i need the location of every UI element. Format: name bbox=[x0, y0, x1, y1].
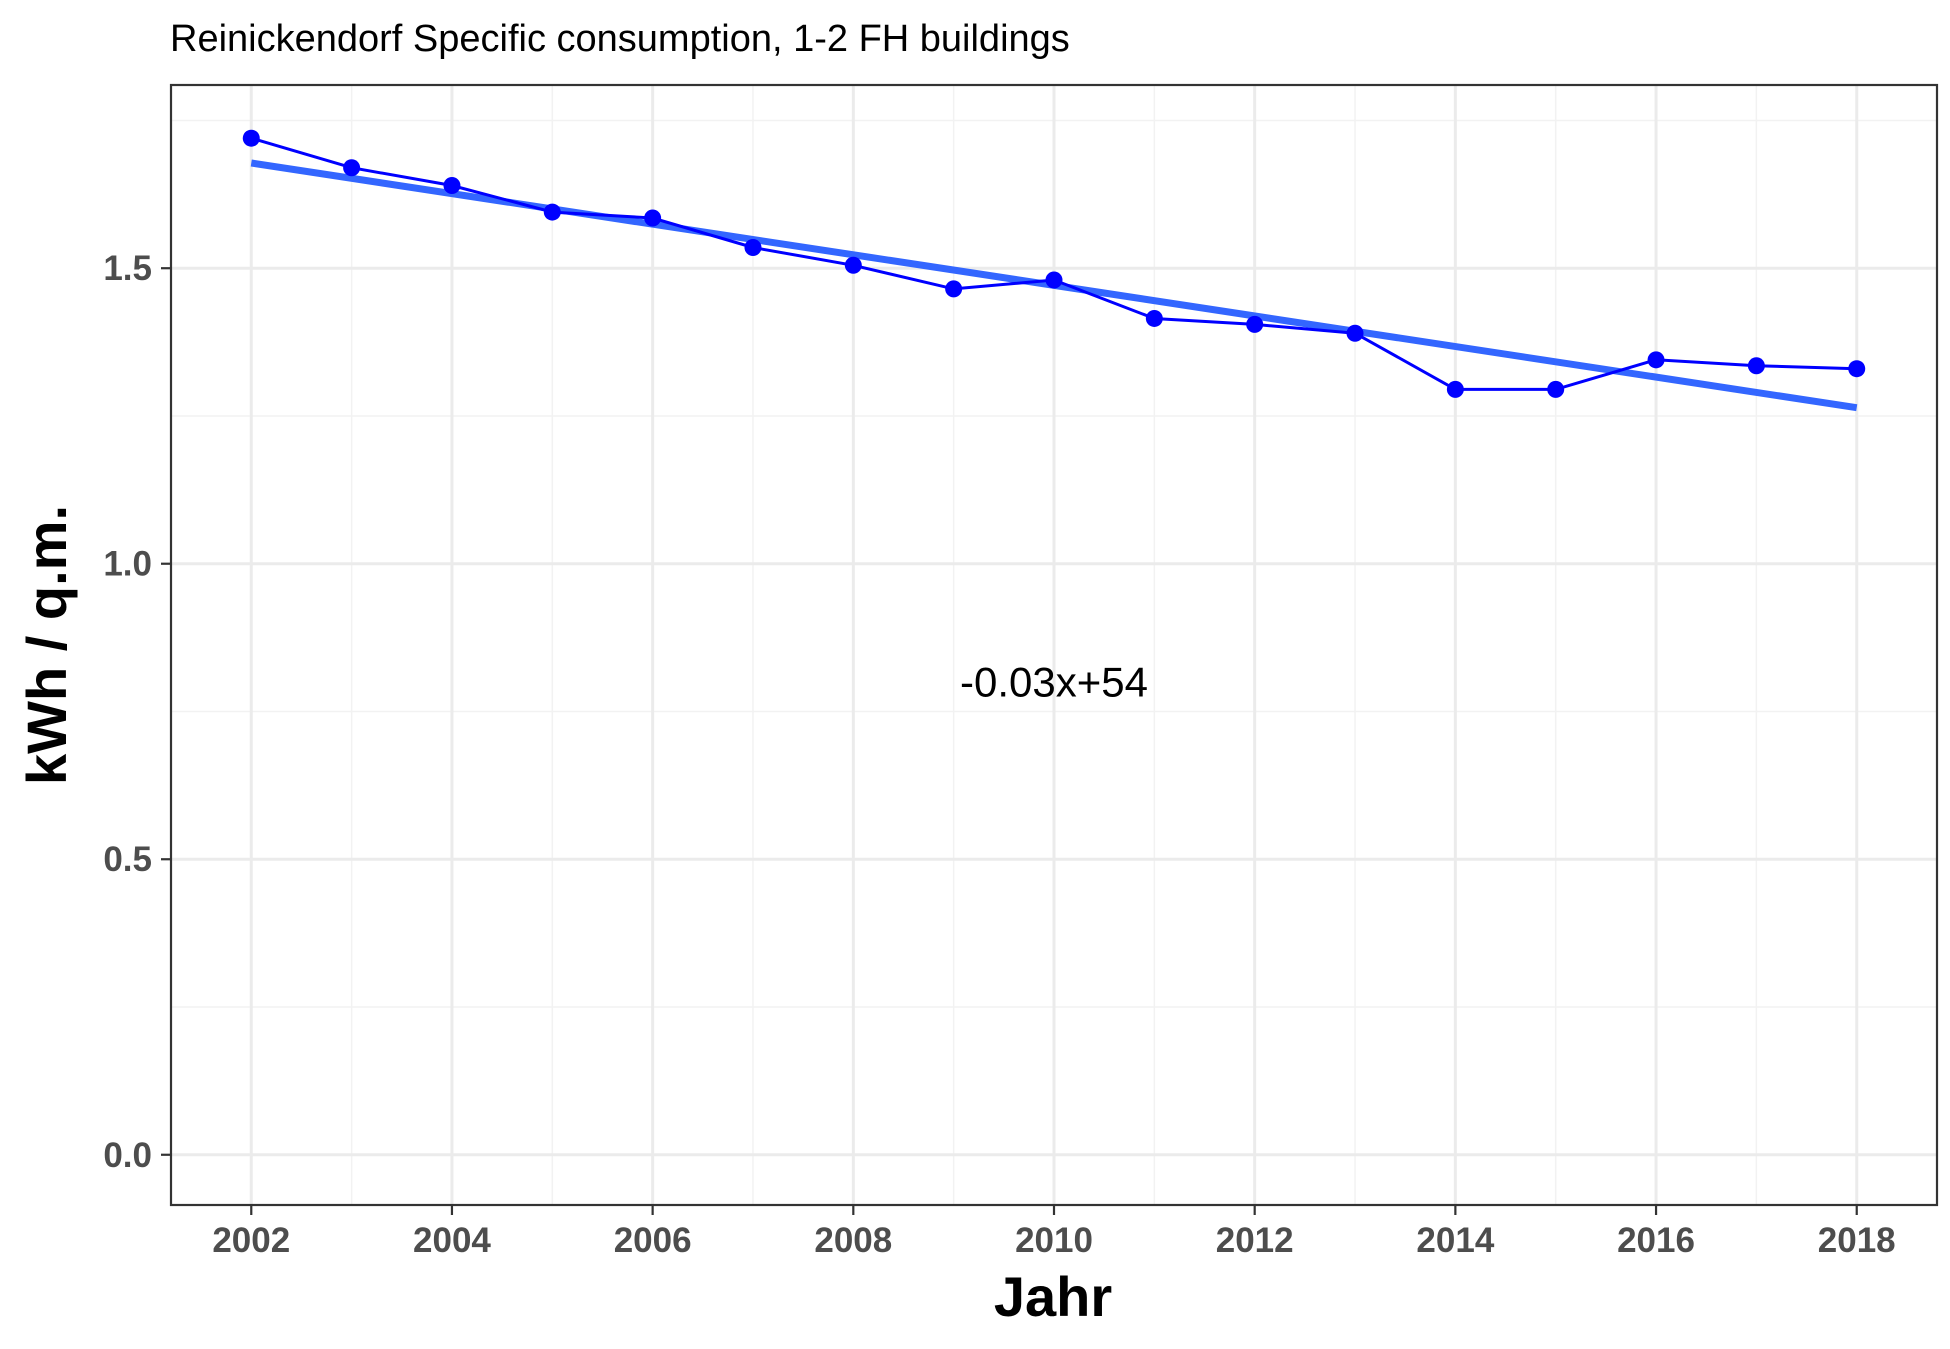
data-point bbox=[1346, 324, 1364, 342]
y-tick-label: 0.5 bbox=[103, 840, 152, 879]
data-point bbox=[1145, 309, 1163, 327]
y-tick-label: 0.0 bbox=[103, 1136, 152, 1175]
x-tick-label: 2016 bbox=[1617, 1221, 1695, 1260]
data-point bbox=[945, 280, 963, 298]
data-point bbox=[242, 129, 260, 147]
trend-equation-annotation: -0.03x+54 bbox=[960, 659, 1148, 706]
data-point bbox=[1246, 315, 1264, 333]
data-point bbox=[1747, 357, 1765, 375]
x-tick-label: 2004 bbox=[413, 1221, 491, 1260]
x-tick-label: 2008 bbox=[814, 1221, 892, 1260]
chart-title: Reinickendorf Specific consumption, 1-2 … bbox=[170, 18, 1070, 60]
x-axis-title: Jahr bbox=[994, 1265, 1112, 1328]
data-point bbox=[1647, 351, 1665, 369]
data-point bbox=[1045, 271, 1063, 289]
data-point bbox=[343, 159, 361, 177]
x-axis: 2002 2004 2006 2008 2010 2012 2014 2016 2018 bbox=[212, 1205, 1896, 1260]
x-tick-label: 2002 bbox=[212, 1221, 290, 1260]
x-tick-label: 2014 bbox=[1416, 1221, 1494, 1260]
x-tick-label: 2012 bbox=[1216, 1221, 1294, 1260]
data-point bbox=[1446, 380, 1464, 398]
data-point bbox=[844, 256, 862, 274]
data-point bbox=[543, 203, 561, 221]
data-point bbox=[644, 209, 662, 227]
data-point bbox=[1547, 380, 1565, 398]
data-point bbox=[744, 239, 762, 257]
x-tick-label: 2010 bbox=[1015, 1221, 1093, 1260]
y-axis: 0.0 0.5 1.0 1.5 bbox=[103, 249, 171, 1175]
y-tick-label: 1.5 bbox=[103, 249, 152, 288]
data-point bbox=[1848, 360, 1866, 378]
y-axis-title: kWh / q.m. bbox=[15, 505, 78, 785]
x-tick-label: 2018 bbox=[1818, 1221, 1896, 1260]
y-tick-label: 1.0 bbox=[103, 545, 152, 584]
x-tick-label: 2006 bbox=[614, 1221, 692, 1260]
series-layer bbox=[242, 129, 1866, 398]
data-point bbox=[443, 176, 461, 194]
